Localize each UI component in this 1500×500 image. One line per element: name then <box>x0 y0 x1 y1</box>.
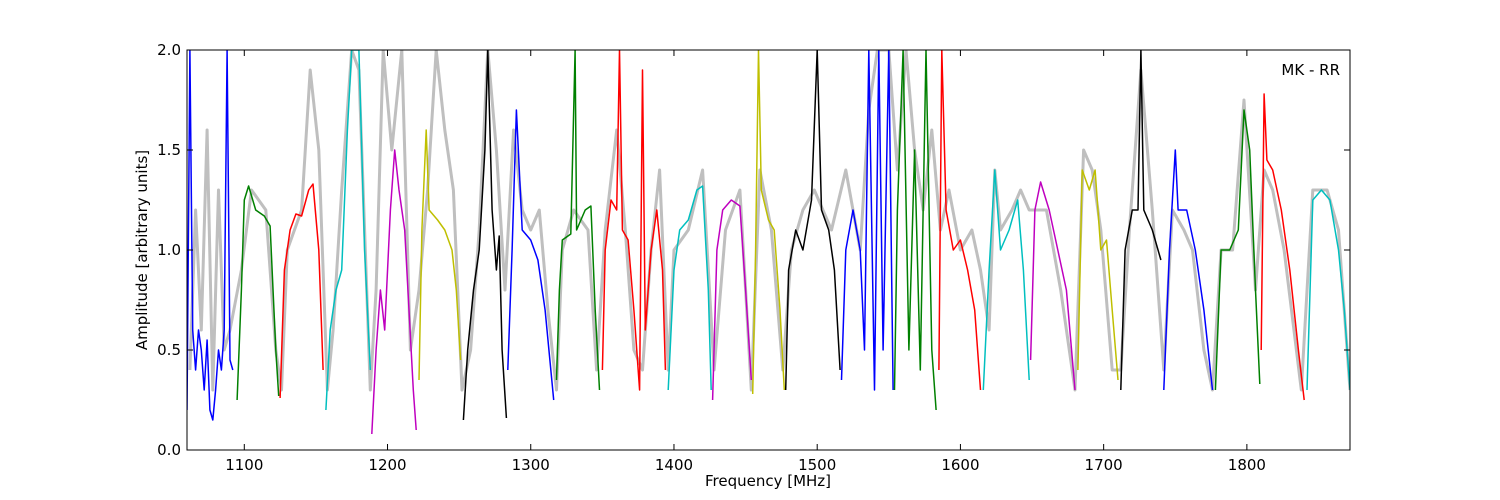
series-line-12 <box>711 199 753 401</box>
series-line-4 <box>325 50 372 411</box>
series-line-2 <box>236 185 280 401</box>
series-line-14 <box>784 50 841 391</box>
series-line-10 <box>601 50 667 391</box>
series-line-23 <box>1214 109 1261 391</box>
x-tick-label: 1600 <box>941 456 979 474</box>
series-line-3 <box>279 183 324 399</box>
y-tick-label: 1.5 <box>157 141 181 159</box>
y-tick-label: 0.5 <box>157 341 181 359</box>
series-line-9 <box>555 50 601 391</box>
x-axis-label: Frequency [MHz] <box>705 472 831 490</box>
series-line-8 <box>507 109 555 401</box>
x-axis: 1100 1200 1300 1400 1500 1600 1700 1800 <box>225 50 1266 474</box>
series-line-22 <box>1163 149 1214 391</box>
series-line-25 <box>1306 189 1350 391</box>
x-tick-label: 1400 <box>655 456 693 474</box>
series-line-6 <box>418 129 462 381</box>
y-tick-label: 0.0 <box>157 441 181 459</box>
x-tick-label: 1100 <box>225 456 263 474</box>
series-line-11 <box>667 185 712 391</box>
x-tick-label: 1800 <box>1228 456 1266 474</box>
series-line-17 <box>938 50 982 391</box>
series-line-20 <box>1077 169 1119 381</box>
y-tick-label: 1.0 <box>157 241 181 259</box>
background-trace <box>188 50 1350 392</box>
x-tick-label: 1300 <box>512 456 550 474</box>
y-axis-label: Amplitude [arbitrary units] <box>133 150 151 350</box>
series-line-7 <box>462 50 508 421</box>
y-axis: 0.0 0.5 1.0 1.5 2.0 <box>157 41 1350 459</box>
x-tick-label: 1700 <box>1085 456 1123 474</box>
series-line-18 <box>982 169 1030 391</box>
x-tick-label: 1500 <box>798 456 836 474</box>
series-line-15 <box>840 50 894 391</box>
series-line-16 <box>893 50 937 411</box>
series-line-1 <box>187 50 234 421</box>
series-line-5 <box>371 149 417 435</box>
chart-annotation: MK - RR <box>1281 61 1340 79</box>
series-line-24 <box>1260 93 1305 401</box>
y-tick-label: 2.0 <box>157 41 181 59</box>
series-layer <box>187 50 1350 435</box>
series-line-21 <box>1120 50 1162 391</box>
background-trace-layer <box>188 50 1350 392</box>
x-tick-label: 1200 <box>368 456 406 474</box>
series-line-13 <box>751 50 786 395</box>
series-line-19 <box>1029 181 1076 391</box>
